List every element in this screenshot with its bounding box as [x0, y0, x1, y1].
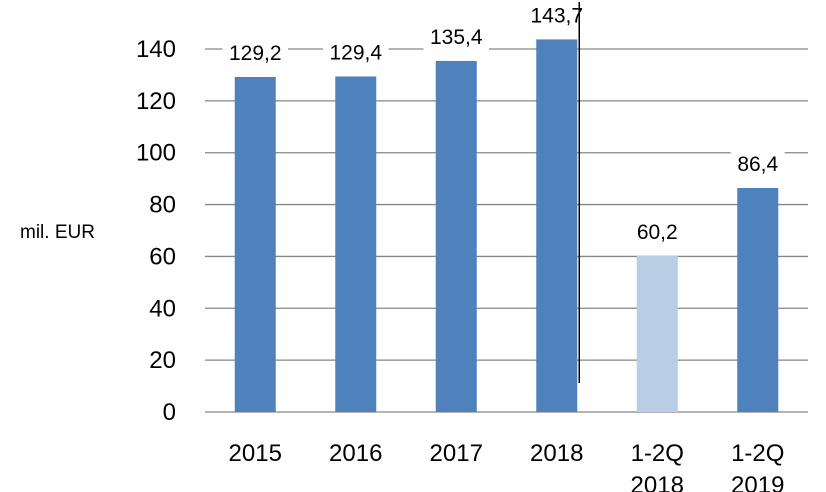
y-tick-label: 20	[149, 347, 176, 374]
bar	[636, 255, 678, 412]
data-label: 143,7	[530, 4, 583, 27]
x-tick-label: 2017	[430, 440, 483, 467]
data-label: 60,2	[637, 221, 678, 244]
data-label-background	[222, 40, 288, 67]
x-tick-label: 2016	[329, 440, 382, 467]
data-label: 135,4	[430, 26, 483, 49]
data-label: 129,2	[229, 42, 282, 65]
y-axis-label: mil. EUR	[20, 222, 95, 243]
y-tick-label: 120	[136, 88, 176, 115]
y-tick-label: 0	[163, 399, 176, 426]
bar	[536, 39, 578, 412]
x-tick-label: 2015	[229, 440, 282, 467]
bar-layer	[234, 39, 779, 412]
bar	[435, 60, 477, 412]
bar	[234, 77, 276, 412]
bar	[737, 187, 779, 412]
x-tick-label: 1-2Q	[731, 440, 784, 467]
label-layer: 0 20 40 60 80 100 120 140 129,2 2015 129,4 2016 135,…	[136, 2, 785, 492]
y-tick-label: 40	[149, 295, 176, 322]
y-tick-label: 60	[149, 243, 176, 270]
y-tick-label: 140	[136, 36, 176, 63]
x-tick-label: 2018	[631, 472, 684, 492]
x-tick-label: 1-2Q	[631, 440, 684, 467]
data-label-background	[423, 23, 489, 50]
data-label: 129,4	[329, 41, 382, 64]
data-label: 86,4	[737, 153, 778, 176]
y-tick-label: 100	[136, 140, 176, 167]
grid-layer	[205, 48, 808, 413]
data-label-background	[323, 39, 389, 66]
bar	[335, 76, 377, 412]
data-label-background	[630, 218, 685, 245]
data-label-background	[730, 150, 785, 177]
x-tick-label: 2018	[530, 440, 583, 467]
x-tick-label: 2019	[731, 472, 784, 492]
y-tick-label: 80	[149, 192, 176, 219]
